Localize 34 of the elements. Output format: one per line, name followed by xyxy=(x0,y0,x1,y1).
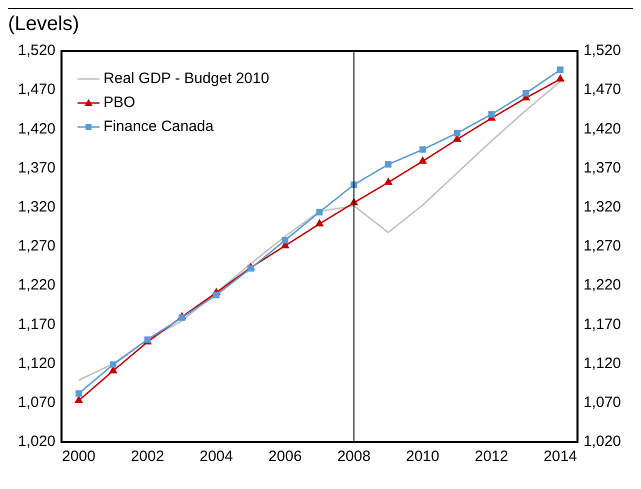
y-tick-label: 1,470 xyxy=(18,81,56,98)
legend-label: Real GDP - Budget 2010 xyxy=(104,70,270,88)
y-axis-title: (Levels) xyxy=(8,12,80,36)
y2-tick-label: 1,370 xyxy=(583,159,622,176)
x-tick-label: 2012 xyxy=(474,448,508,466)
y-tick-label: 1,020 xyxy=(18,433,56,450)
y-tick-label: 1,120 xyxy=(18,354,56,372)
y2-tick-label: 1,270 xyxy=(583,238,622,255)
x-tick-label: 2002 xyxy=(130,448,164,466)
y2-tick-label: 1,220 xyxy=(583,276,622,294)
y-tick-label: 1,520 xyxy=(18,42,56,60)
y-tick-label: 1,420 xyxy=(18,120,56,138)
y-tick-label: 1,370 xyxy=(18,159,56,176)
x-tick-label: 2010 xyxy=(406,448,440,466)
x-tick-label: 2014 xyxy=(544,448,577,466)
y2-tick-label: 1,420 xyxy=(583,120,622,138)
x-tick-label: 2006 xyxy=(268,448,302,466)
legend-label: Finance Canada xyxy=(104,118,214,136)
y2-tick-label: 1,320 xyxy=(583,198,622,216)
y-tick-label: 1,320 xyxy=(18,198,56,216)
y2-tick-label: 1,020 xyxy=(583,433,622,450)
y-tick-label: 1,270 xyxy=(18,238,56,255)
y2-tick-label: 1,070 xyxy=(583,394,622,412)
y2-tick-label: 1,170 xyxy=(583,316,622,333)
x-tick-label: 2000 xyxy=(62,448,96,466)
y-tick-label: 1,170 xyxy=(18,316,56,333)
y-tick-label: 1,070 xyxy=(18,394,56,412)
y2-tick-label: 1,470 xyxy=(583,81,622,98)
y-tick-label: 1,220 xyxy=(18,276,56,294)
x-tick-label: 2008 xyxy=(337,448,371,466)
x-tick-label: 2004 xyxy=(200,448,233,466)
y2-tick-label: 1,120 xyxy=(583,354,622,372)
legend-label: PBO xyxy=(104,94,136,112)
y2-tick-label: 1,520 xyxy=(583,42,622,60)
